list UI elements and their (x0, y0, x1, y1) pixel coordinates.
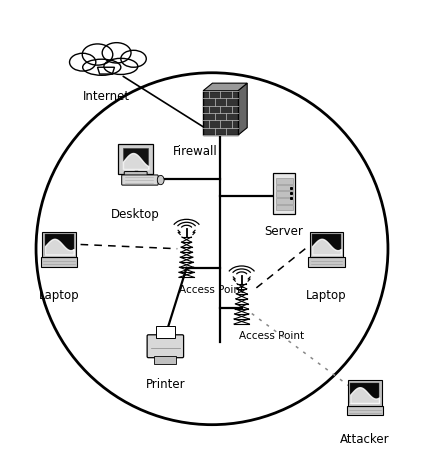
Text: Attacker: Attacker (340, 433, 390, 446)
FancyBboxPatch shape (147, 335, 184, 358)
Text: Access Point: Access Point (239, 331, 304, 341)
Text: Internet: Internet (82, 90, 130, 103)
Ellipse shape (102, 42, 131, 63)
Ellipse shape (70, 53, 96, 71)
Polygon shape (203, 83, 247, 91)
Bar (203, 91, 238, 135)
Text: Desktop: Desktop (112, 209, 160, 221)
Ellipse shape (157, 176, 164, 185)
Bar (312, 234, 341, 255)
Bar (123, 148, 148, 169)
Bar (156, 326, 175, 338)
Text: Server: Server (265, 226, 304, 238)
Text: Laptop: Laptop (39, 289, 80, 302)
Bar (276, 178, 293, 184)
Bar (347, 405, 382, 415)
Bar (276, 185, 293, 190)
FancyBboxPatch shape (122, 175, 158, 185)
FancyBboxPatch shape (124, 171, 147, 177)
Text: Firewall: Firewall (173, 145, 218, 158)
Bar (350, 383, 379, 403)
Ellipse shape (104, 59, 138, 75)
Bar (309, 257, 344, 267)
Bar (348, 380, 382, 405)
Bar (154, 356, 176, 364)
Bar (276, 192, 293, 197)
Polygon shape (98, 67, 114, 74)
Bar (45, 234, 74, 255)
Ellipse shape (82, 44, 113, 65)
Bar (276, 205, 293, 211)
Bar (42, 257, 77, 267)
Bar (273, 174, 295, 214)
Text: Laptop: Laptop (306, 289, 347, 302)
Text: Access Point: Access Point (179, 285, 245, 295)
FancyBboxPatch shape (118, 143, 153, 174)
Ellipse shape (83, 59, 121, 76)
Bar (42, 232, 76, 257)
Bar (310, 232, 343, 257)
Text: Printer: Printer (145, 378, 185, 391)
Bar (276, 198, 293, 203)
Polygon shape (238, 83, 247, 135)
Ellipse shape (121, 51, 146, 67)
